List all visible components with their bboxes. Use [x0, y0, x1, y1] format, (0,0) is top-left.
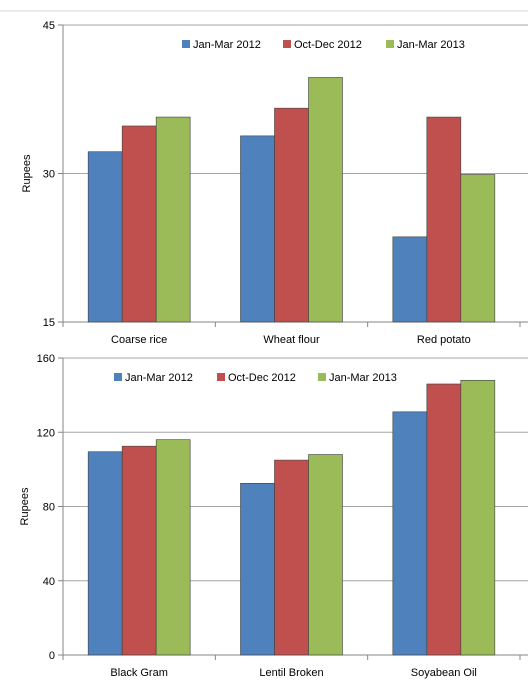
- y-tick-label: 0: [49, 650, 55, 662]
- bar-soyabean-oil-2: [426, 383, 462, 656]
- y-tick-label: 15: [43, 317, 55, 329]
- legend-swatch: [217, 373, 225, 381]
- y-tick-label: 40: [43, 576, 55, 588]
- bar-lentil-broken-2: [274, 459, 309, 656]
- legend-swatch: [182, 40, 190, 48]
- x-category-label: Black Gram: [110, 667, 167, 679]
- bar-lentil-broken-3: [308, 454, 343, 656]
- legend-label: Jan-Mar 2012: [193, 39, 261, 51]
- bar-black-gram-1: [87, 451, 123, 656]
- legend-swatch: [318, 373, 326, 381]
- legend-label: Jan-Mar 2012: [125, 372, 193, 384]
- bar-soyabean-oil-3: [460, 379, 496, 656]
- bar-wheat-flour-2: [274, 107, 309, 323]
- bar-red-potato-3: [460, 174, 496, 323]
- y-axis-label: Rupees: [19, 487, 31, 525]
- bar-soyabean-oil-1: [392, 411, 428, 656]
- x-category-label: Coarse rice: [111, 334, 167, 346]
- legend-swatch: [114, 373, 122, 381]
- legend-label: Oct-Dec 2012: [294, 39, 362, 51]
- bar-red-potato-2: [426, 116, 462, 323]
- bar-coarse-rice-2: [121, 125, 157, 323]
- legend-label: Jan-Mar 2013: [329, 372, 397, 384]
- x-category-label: Lentil Broken: [259, 667, 323, 679]
- legend-label: Jan-Mar 2013: [397, 39, 465, 51]
- legend-label: Oct-Dec 2012: [228, 372, 296, 384]
- y-tick-label: 120: [37, 427, 55, 439]
- legend-swatch: [283, 40, 291, 48]
- bar-coarse-rice-3: [155, 116, 191, 323]
- y-tick-label: 45: [43, 20, 55, 32]
- bar-red-potato-1: [392, 236, 428, 323]
- y-tick-label: 160: [37, 353, 55, 365]
- chart-1: 15 30 45 Rupees Coarse rice Wheat flour Red po…: [21, 20, 528, 346]
- bar-wheat-flour-1: [240, 135, 275, 323]
- bar-coarse-rice-1: [87, 151, 123, 323]
- bar-black-gram-3: [155, 439, 191, 656]
- y-tick-label: 80: [43, 502, 55, 514]
- bar-lentil-broken-1: [240, 482, 275, 656]
- y-tick-label: 30: [43, 169, 55, 181]
- x-category-label: Soyabean Oil: [411, 667, 477, 679]
- x-category-label: Wheat flour: [263, 334, 320, 346]
- chart-2: 0 40 80 120 160 Rupees Black Gram Lentil Broken…: [19, 353, 528, 679]
- legend-swatch: [386, 40, 394, 48]
- y-axis-label: Rupees: [21, 154, 33, 192]
- bar-wheat-flour-3: [308, 77, 343, 323]
- x-category-label: Red potato: [417, 334, 471, 346]
- bar-black-gram-2: [121, 445, 157, 656]
